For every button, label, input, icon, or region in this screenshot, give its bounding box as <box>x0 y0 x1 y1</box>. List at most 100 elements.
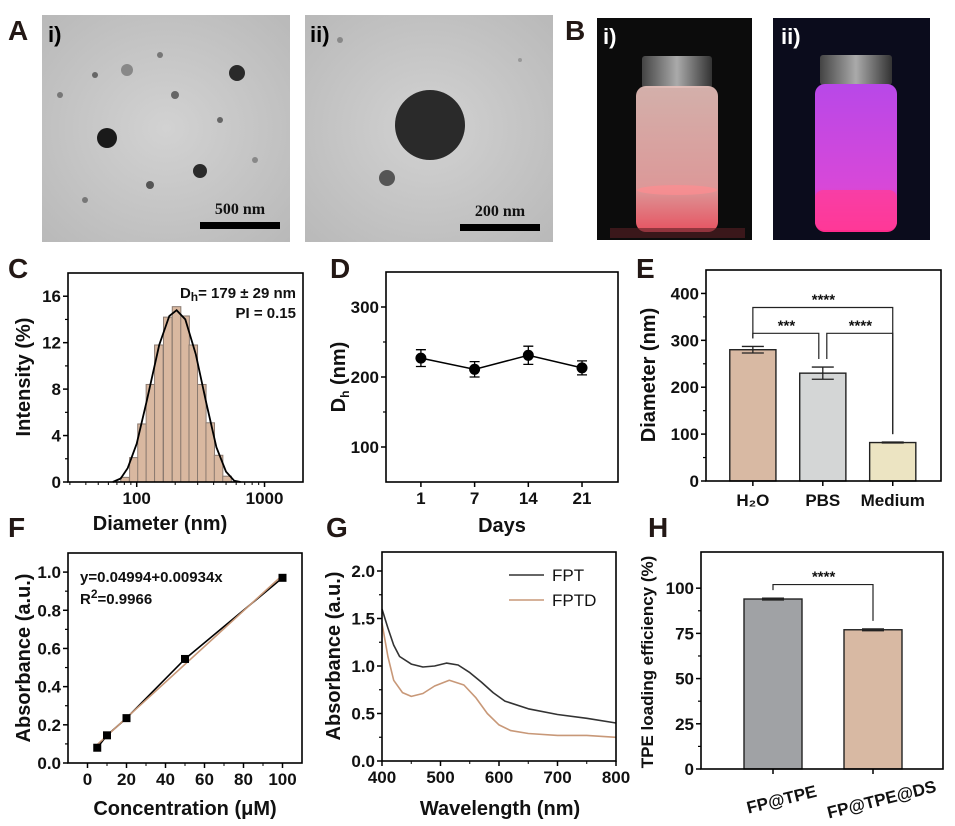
d-x-axis-title: Days <box>478 515 526 537</box>
error-bar <box>811 366 834 380</box>
legend-label: FPTD <box>552 591 596 610</box>
error-bar <box>862 628 884 632</box>
d-y-axis-title: Dh (nm) <box>328 342 352 413</box>
significance-bracket <box>752 332 820 360</box>
x-category-label: 7 <box>470 489 479 508</box>
f-r-squared: R2=0.9966 <box>80 587 152 608</box>
y-tick-label: 300 <box>351 298 379 317</box>
y-tick-label: 16 <box>42 287 61 306</box>
plot-frame <box>381 551 617 762</box>
significance-bracket <box>826 332 894 435</box>
y-tick-label: 0.2 <box>37 716 61 735</box>
panel-letter-c: C <box>8 253 28 284</box>
plot-frame <box>700 551 944 770</box>
y-tick-label: 0.0 <box>351 752 375 771</box>
image-label-ii: ii) <box>781 24 801 49</box>
y-tick-label: 50 <box>675 670 694 689</box>
x-category-label: H₂O <box>736 491 769 510</box>
panel-letter-f: F <box>8 512 25 543</box>
y-tick-label: 300 <box>671 331 699 350</box>
y-tick-label: 1.0 <box>351 657 375 676</box>
x-tick-label: 500 <box>426 768 454 787</box>
y-tick-label: 25 <box>675 715 694 734</box>
series-line-fptd <box>381 623 617 739</box>
y-tick-label: 2.0 <box>351 562 375 581</box>
panel-letter-a: A <box>8 15 28 46</box>
significance-label: *** <box>777 317 796 334</box>
scale-bar <box>200 222 280 229</box>
x-category-label: PBS <box>805 491 840 510</box>
panel-letter-h: H <box>648 512 668 543</box>
scale-bar-label: 200 nm <box>475 203 526 220</box>
plot-frame <box>67 272 304 483</box>
y-tick-label: 4 <box>52 427 62 446</box>
e-y-axis-title: Diameter (nm) <box>638 308 660 442</box>
error-bar <box>881 441 904 444</box>
chart-g: 0.0 0.5 1.0 1.5 2.0 400 500 600 700 800 FPT FPTD <box>351 551 630 787</box>
x-category-label: FP@TPE@DS <box>825 777 938 822</box>
significance-label: **** <box>848 317 873 334</box>
histogram-bar <box>188 344 199 483</box>
data-point <box>576 362 588 374</box>
y-tick-label: 1.0 <box>37 563 61 582</box>
panel-letter-d: D <box>330 253 350 284</box>
bar <box>799 372 847 482</box>
data-point <box>278 573 287 582</box>
x-tick-label: 800 <box>602 768 630 787</box>
y-tick-label: 0.0 <box>37 754 61 773</box>
g-x-axis-title: Wavelength (nm) <box>420 798 580 820</box>
scale-bar <box>460 224 540 231</box>
y-tick-label: 0 <box>685 760 694 779</box>
histogram-bar <box>180 315 190 483</box>
data-point <box>103 731 111 740</box>
x-tick-label: 40 <box>156 770 175 789</box>
x-tick-label: 100 <box>268 770 296 789</box>
image-label-ii: ii) <box>310 22 330 47</box>
c-y-axis-title: Intensity (%) <box>13 318 35 437</box>
image-label-i: i) <box>603 24 616 49</box>
x-category-label: FP@TPE <box>745 782 819 818</box>
bar <box>729 349 777 482</box>
data-point <box>181 654 189 663</box>
chart-c: 0 4 8 12 16 100 1000 <box>42 272 304 508</box>
h-y-axis-title: TPE loading efficiency (%) <box>638 556 657 769</box>
x-tick-label: 700 <box>543 768 571 787</box>
panel-letter-e: E <box>636 253 655 284</box>
x-category-label: Medium <box>861 491 925 510</box>
vial-photo-uv: ii) <box>773 18 930 240</box>
x-tick-label: 80 <box>234 770 253 789</box>
y-tick-label: 100 <box>666 579 694 598</box>
c-x-axis-title: Diameter (nm) <box>93 513 227 535</box>
series-line-fpt <box>381 608 617 724</box>
histogram-bar <box>162 316 173 483</box>
plot-frame <box>705 269 942 482</box>
chart-d: 100 200 300 1 7 14 21 <box>351 271 619 508</box>
significance-label: **** <box>811 569 836 586</box>
y-tick-label: 200 <box>351 368 379 387</box>
f-x-axis-title: Concentration (μM) <box>93 798 276 820</box>
data-line <box>420 354 583 371</box>
x-tick-label: 0 <box>83 770 92 789</box>
x-tick-label: 1000 <box>246 489 284 508</box>
x-tick-label: 600 <box>485 768 513 787</box>
y-tick-label: 0 <box>690 472 699 491</box>
y-tick-label: 0.8 <box>37 601 61 620</box>
f-y-axis-title: Absorbance (a.u.) <box>13 574 35 743</box>
chart-h: 0 25 50 75 100 FP@TPE FP@TPE@DS **** <box>666 551 944 822</box>
panel-letter-b: B <box>565 15 585 46</box>
x-tick-label: 20 <box>117 770 136 789</box>
bar <box>743 598 803 770</box>
error-bar <box>741 345 764 354</box>
fit-curve <box>112 308 241 483</box>
bar <box>868 441 917 482</box>
c-pi-annotation: PI = 0.15 <box>236 305 296 322</box>
histogram-bar <box>171 306 182 483</box>
scale-bar-label: 500 nm <box>215 201 266 218</box>
tem-image-ii: ii) 200 nm <box>305 15 553 242</box>
y-tick-label: 8 <box>52 380 61 399</box>
histogram-bar <box>154 344 164 483</box>
plot-frame <box>385 271 619 483</box>
